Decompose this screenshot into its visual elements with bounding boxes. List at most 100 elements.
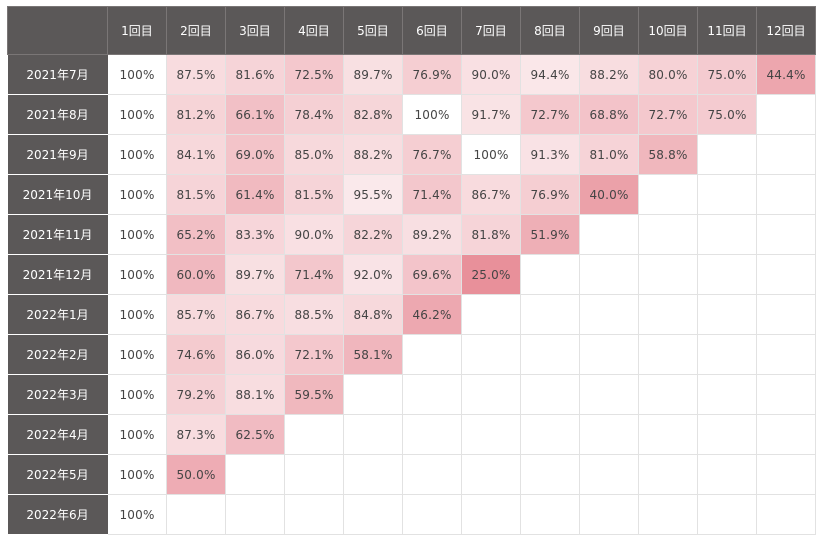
cohort-row-label: 2021年10月: [7, 174, 108, 215]
cohort-row-label: 2021年9月: [7, 134, 108, 175]
cohort-row: 2021年7月 100% 87.5% 81.6% 72.5% 89.7% 76.9% 90.0…: [7, 54, 816, 95]
retention-cell: 74.6%: [166, 334, 226, 375]
empty-cell: [579, 454, 639, 495]
retention-cell: 58.1%: [343, 334, 403, 375]
empty-cell: [402, 494, 462, 535]
retention-cell: 68.8%: [579, 94, 639, 135]
empty-cell: [520, 454, 580, 495]
empty-cell: [697, 334, 757, 375]
retention-cell: 84.8%: [343, 294, 403, 335]
empty-cell: [579, 254, 639, 295]
retention-cell: 81.2%: [166, 94, 226, 135]
retention-cell: 59.5%: [284, 374, 344, 415]
empty-cell: [461, 334, 521, 375]
column-header: 2回目: [166, 6, 226, 55]
empty-cell: [166, 494, 226, 535]
empty-cell: [343, 494, 403, 535]
retention-cell: 100%: [107, 334, 167, 375]
empty-cell: [697, 254, 757, 295]
retention-cell: 72.1%: [284, 334, 344, 375]
retention-cell: 100%: [107, 174, 167, 215]
retention-cell: 89.7%: [225, 254, 285, 295]
retention-cell: 90.0%: [461, 54, 521, 95]
retention-cell: 88.2%: [343, 134, 403, 175]
retention-cell: 100%: [107, 414, 167, 455]
retention-cell: 88.1%: [225, 374, 285, 415]
empty-cell: [638, 294, 698, 335]
empty-cell: [461, 374, 521, 415]
cohort-row: 2022年5月 100% 50.0%: [7, 454, 816, 495]
retention-cell: 72.7%: [520, 94, 580, 135]
retention-cell: 50.0%: [166, 454, 226, 495]
empty-cell: [756, 294, 816, 335]
retention-cell: 100%: [107, 454, 167, 495]
empty-cell: [343, 374, 403, 415]
empty-cell: [402, 454, 462, 495]
retention-cell: 51.9%: [520, 214, 580, 255]
cohort-row: 2021年12月 100% 60.0% 89.7% 71.4% 92.0% 69.6% 25.…: [7, 254, 816, 295]
empty-cell: [756, 494, 816, 535]
retention-cell: 91.7%: [461, 94, 521, 135]
retention-cell: 87.5%: [166, 54, 226, 95]
cohort-row: 2021年8月 100% 81.2% 66.1% 78.4% 82.8% 100% 91.7%…: [7, 94, 816, 135]
cohort-row-label: 2021年7月: [7, 54, 108, 95]
empty-cell: [697, 174, 757, 215]
empty-cell: [520, 414, 580, 455]
empty-cell: [756, 414, 816, 455]
retention-cell: 44.4%: [756, 54, 816, 95]
cohort-row: 2021年10月 100% 81.5% 61.4% 81.5% 95.5% 71.4% 86.…: [7, 174, 816, 215]
retention-cell: 61.4%: [225, 174, 285, 215]
empty-cell: [756, 174, 816, 215]
empty-cell: [520, 254, 580, 295]
cohort-row-label: 2022年3月: [7, 374, 108, 415]
column-header: 5回目: [343, 6, 403, 55]
empty-cell: [520, 374, 580, 415]
column-header: 10回目: [638, 6, 698, 55]
empty-cell: [343, 414, 403, 455]
empty-cell: [697, 454, 757, 495]
empty-cell: [343, 454, 403, 495]
retention-cell: 86.7%: [225, 294, 285, 335]
retention-cell: 76.9%: [402, 54, 462, 95]
cohort-row-label: 2022年5月: [7, 454, 108, 495]
empty-cell: [756, 94, 816, 135]
retention-cell: 62.5%: [225, 414, 285, 455]
retention-cell: 100%: [402, 94, 462, 135]
empty-cell: [520, 494, 580, 535]
retention-cell: 60.0%: [166, 254, 226, 295]
retention-cell: 76.9%: [520, 174, 580, 215]
retention-cell: 85.0%: [284, 134, 344, 175]
retention-cell: 90.0%: [284, 214, 344, 255]
empty-cell: [697, 134, 757, 175]
header-row: 1回目 2回目 3回目 4回目 5回目 6回目 7回目 8回目 9回目 10回目 11回目 12回目: [7, 6, 816, 55]
cohort-row-label: 2022年4月: [7, 414, 108, 455]
retention-cell: 86.0%: [225, 334, 285, 375]
empty-cell: [756, 214, 816, 255]
retention-cell: 84.1%: [166, 134, 226, 175]
retention-cell: 88.5%: [284, 294, 344, 335]
empty-cell: [756, 254, 816, 295]
column-header: 1回目: [107, 6, 167, 55]
retention-cell: 71.4%: [402, 174, 462, 215]
empty-cell: [697, 214, 757, 255]
cohort-row: 2022年4月 100% 87.3% 62.5%: [7, 414, 816, 455]
retention-cell: 58.8%: [638, 134, 698, 175]
retention-cell: 81.8%: [461, 214, 521, 255]
cohort-row: 2021年11月 100% 65.2% 83.3% 90.0% 82.2% 89.2% 81.…: [7, 214, 816, 255]
corner-header-cell: [7, 6, 108, 55]
empty-cell: [638, 334, 698, 375]
retention-cell: 65.2%: [166, 214, 226, 255]
retention-cell: 100%: [107, 374, 167, 415]
retention-cell: 100%: [107, 214, 167, 255]
retention-cell: 69.6%: [402, 254, 462, 295]
retention-cell: 100%: [107, 134, 167, 175]
retention-cell: 78.4%: [284, 94, 344, 135]
retention-cell: 66.1%: [225, 94, 285, 135]
empty-cell: [461, 454, 521, 495]
retention-cell: 87.3%: [166, 414, 226, 455]
retention-cell: 86.7%: [461, 174, 521, 215]
retention-cell: 82.2%: [343, 214, 403, 255]
retention-cell: 79.2%: [166, 374, 226, 415]
retention-cell: 88.2%: [579, 54, 639, 95]
empty-cell: [638, 174, 698, 215]
